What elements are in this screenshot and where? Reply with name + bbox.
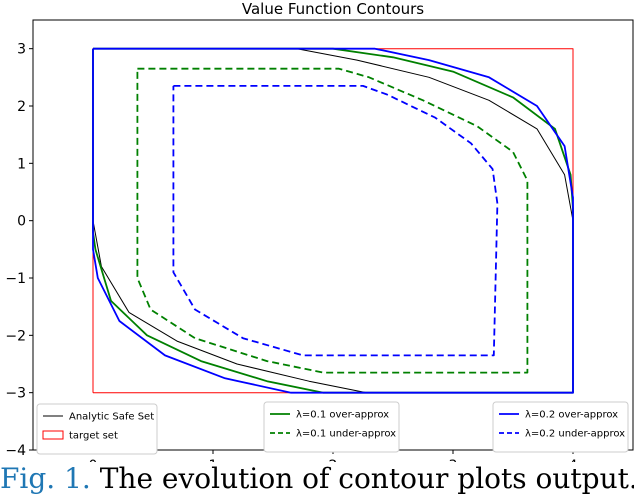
legend-layer: Analytic Safe Set target set λ=0.1 over-ap… xyxy=(36,401,629,455)
chart-title: Value Function Contours xyxy=(242,0,424,18)
y-tick-label: 2 xyxy=(17,99,26,115)
legend-lower-right: λ=0.2 over-approx λ=0.2 under-approx xyxy=(492,401,629,453)
series-0-2-over-approx-line xyxy=(92,47,574,394)
y-tick-label: −4 xyxy=(5,443,26,459)
series-0-1-under-approx-line xyxy=(136,67,529,374)
legend-label: λ=0.2 under-approx xyxy=(525,429,625,440)
value-function-chart: Value Function Contours 0 1 2 3 4 −4 −3 −2 −1 0 1 2… xyxy=(5,0,634,462)
legend-box xyxy=(263,401,400,453)
legend-swatch xyxy=(42,430,64,440)
legend-label: λ=0.1 under-approx xyxy=(296,429,396,440)
series-analytic-safe-set-line xyxy=(92,48,574,394)
y-tick-label: 1 xyxy=(17,156,26,172)
x-tick-label: 2 xyxy=(329,458,338,462)
legend-lower-left: Analytic Safe Set target set xyxy=(36,403,158,455)
y-tick-label: 3 xyxy=(17,42,26,58)
legend-label: λ=0.2 over-approx xyxy=(525,410,618,421)
figure-caption: Fig. 1. The evolution of contour plots o… xyxy=(0,462,634,504)
y-tick-label: −1 xyxy=(5,271,26,287)
x-tick-label: 4 xyxy=(569,458,578,462)
legend-label: target set xyxy=(69,431,118,442)
legend-label: λ=0.1 over-approx xyxy=(296,410,389,421)
y-tick-label: 0 xyxy=(17,214,26,230)
x-tick-label: 0 xyxy=(89,458,98,462)
legend-label: Analytic Safe Set xyxy=(69,412,154,423)
ticks-layer: 0 1 2 3 4 −4 −3 −2 −1 0 1 2 3 xyxy=(5,42,577,462)
legend-lower-center: λ=0.1 over-approx λ=0.1 under-approx xyxy=(263,401,400,453)
figure-label: Fig. 1. xyxy=(0,462,91,495)
x-tick-label: 1 xyxy=(209,458,218,462)
y-tick-label: −3 xyxy=(5,386,26,402)
series-0-1-over-approx-line xyxy=(92,47,574,394)
series-0-2-under-approx-line xyxy=(172,85,499,357)
legend-box xyxy=(492,401,629,453)
caption-text: The evolution of contour plots output. T… xyxy=(99,462,634,495)
x-tick-label: 3 xyxy=(449,458,458,462)
series-target-set-line xyxy=(92,48,574,394)
legend-box xyxy=(36,403,158,455)
series-layer xyxy=(92,47,574,394)
y-tick-label: −2 xyxy=(5,328,26,344)
